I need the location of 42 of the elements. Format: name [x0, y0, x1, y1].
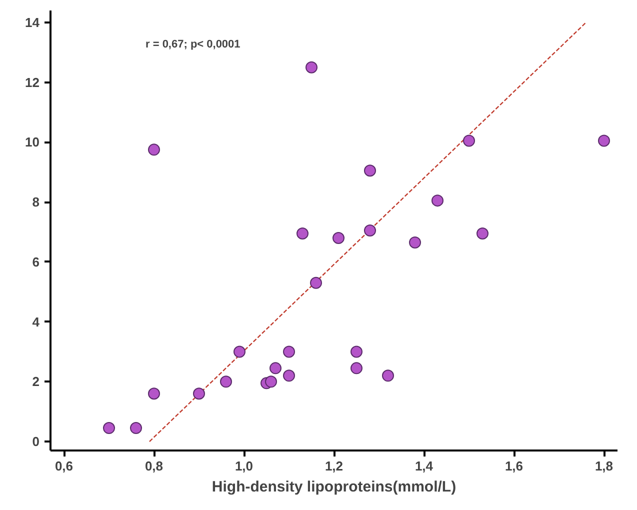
point [332, 232, 344, 244]
point [364, 224, 376, 236]
point [220, 376, 232, 388]
point [265, 376, 277, 388]
point [193, 388, 205, 400]
point [350, 346, 362, 358]
point [598, 134, 610, 147]
point [463, 134, 475, 147]
y-tick-label: 0 [32, 434, 40, 450]
y-tick-label: 14 [25, 14, 40, 30]
point [409, 236, 421, 248]
point [296, 228, 308, 240]
y-tick-label: 8 [32, 194, 40, 210]
x-tick-label: 1,0 [234, 458, 254, 474]
point [148, 144, 160, 156]
x-tick-label: 1,6 [504, 458, 524, 474]
x-tick-label: 0,8 [144, 458, 164, 474]
y-tick-label: 4 [32, 314, 40, 330]
point [148, 388, 160, 400]
x-tick-label: 0,6 [54, 458, 74, 474]
x-axis-title: High-density lipoproteins(mmol/L) [212, 478, 456, 496]
y-tick-label: 10 [25, 134, 40, 150]
y-tick-label: 6 [32, 254, 40, 270]
point [306, 61, 318, 74]
annotation: r = 0,67; p< 0,0001 [146, 38, 240, 50]
point [364, 164, 376, 177]
point [234, 346, 246, 358]
x-tick-label: 1,4 [414, 458, 434, 474]
point [432, 194, 444, 207]
point [283, 346, 295, 358]
point [382, 370, 394, 382]
point [103, 422, 115, 434]
point [283, 370, 295, 382]
y-tick-label: 12 [25, 74, 40, 90]
x-tick-label: 1,2 [324, 458, 344, 474]
x-tick-label: 1,8 [594, 458, 614, 474]
point [476, 228, 488, 240]
point [350, 362, 362, 374]
point [270, 362, 282, 374]
point [130, 422, 142, 434]
point [310, 276, 322, 289]
y-tick-label: 2 [32, 374, 40, 390]
